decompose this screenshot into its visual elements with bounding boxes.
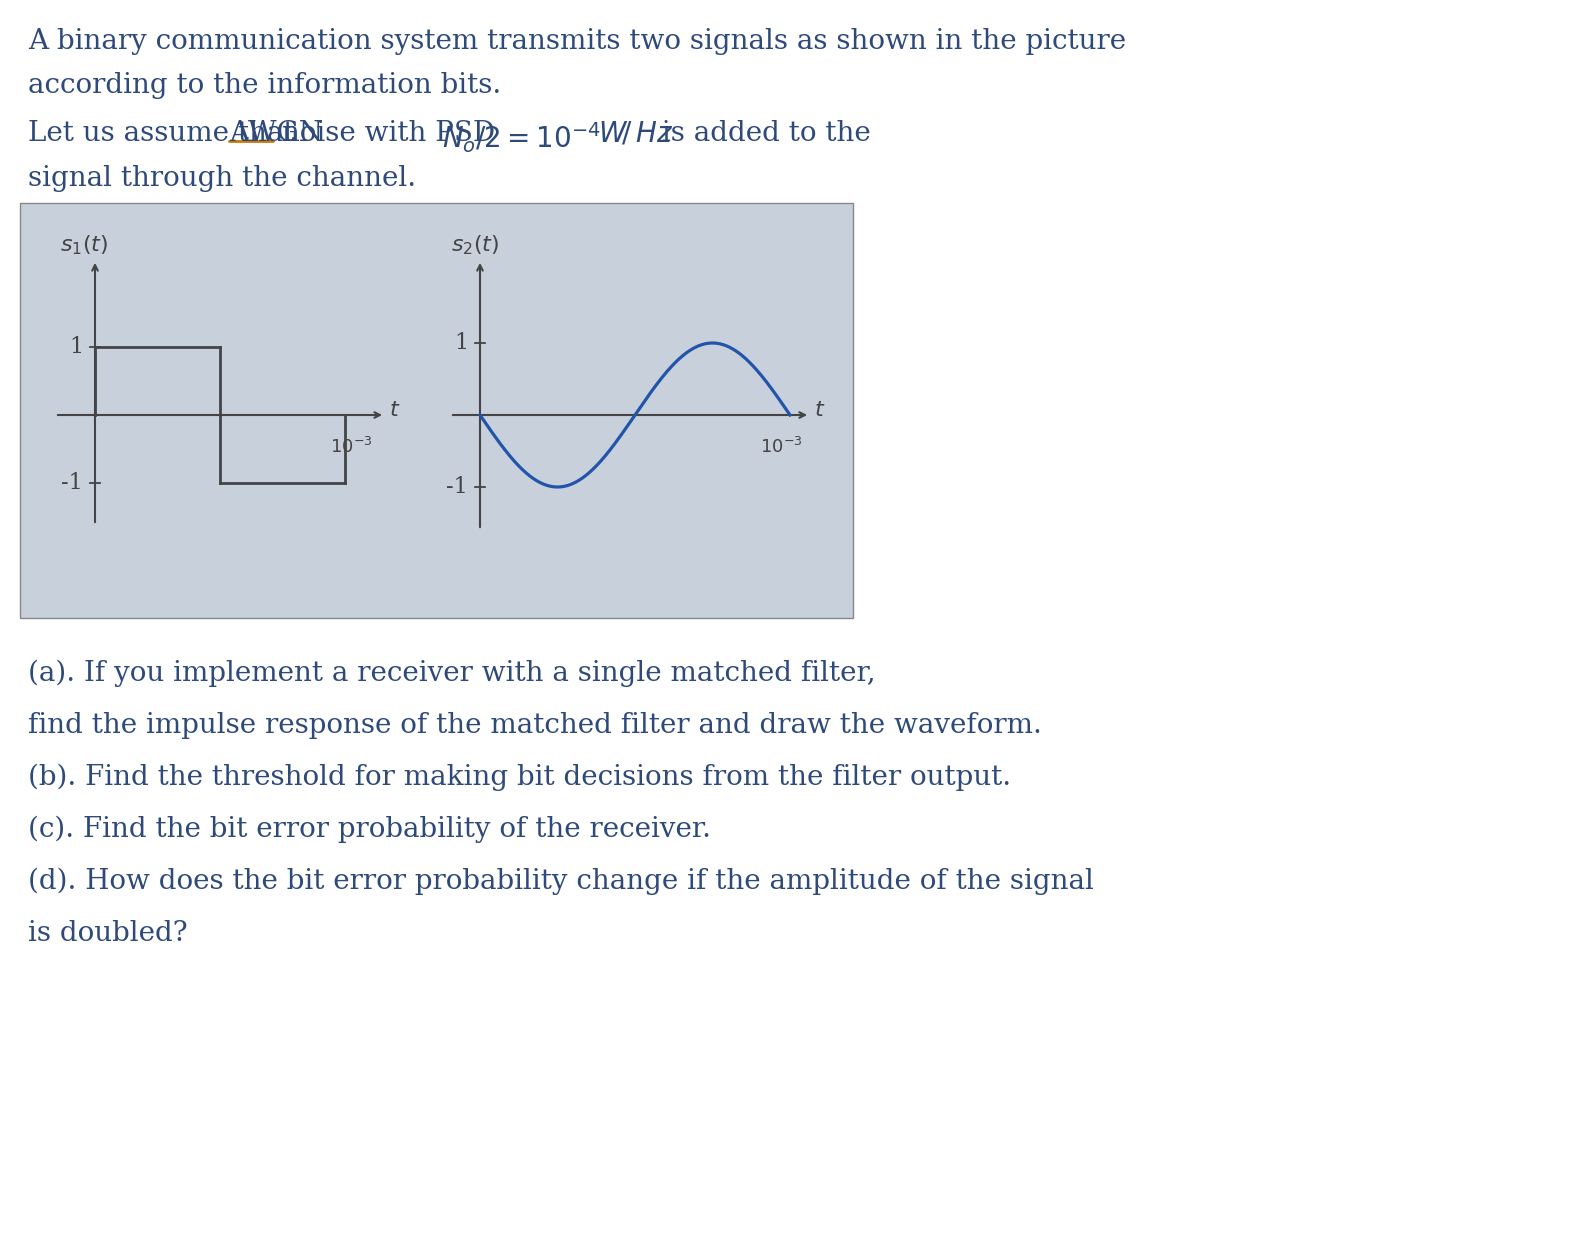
Text: $s_2(t)$: $s_2(t)$ — [451, 234, 499, 256]
Text: is added to the: is added to the — [653, 120, 871, 148]
Text: $10^{-3}$: $10^{-3}$ — [760, 437, 803, 457]
Text: according to the information bits.: according to the information bits. — [29, 73, 502, 99]
Text: $t$: $t$ — [814, 399, 825, 422]
Text: is doubled?: is doubled? — [29, 919, 188, 947]
Text: $t$: $t$ — [389, 399, 400, 422]
Text: 1: 1 — [454, 332, 468, 354]
Text: (a). If you implement a receiver with a single matched filter,: (a). If you implement a receiver with a … — [29, 661, 876, 687]
Text: AWGN: AWGN — [229, 120, 323, 148]
Text: (d). How does the bit error probability change if the amplitude of the signal: (d). How does the bit error probability … — [29, 868, 1094, 896]
Text: signal through the channel.: signal through the channel. — [29, 165, 416, 191]
Text: find the impulse response of the matched filter and draw the waveform.: find the impulse response of the matched… — [29, 712, 1042, 739]
Text: A binary communication system transmits two signals as shown in the picture: A binary communication system transmits … — [29, 28, 1126, 55]
Text: -1: -1 — [446, 475, 468, 498]
Text: 1: 1 — [68, 337, 83, 358]
Text: $10^{-3}$: $10^{-3}$ — [330, 437, 373, 457]
Text: Let us assume that: Let us assume that — [29, 120, 303, 148]
Text: (c). Find the bit error probability of the receiver.: (c). Find the bit error probability of t… — [29, 816, 710, 843]
Text: $W\!/\,Hz$: $W\!/\,Hz$ — [589, 120, 674, 148]
Text: -1: -1 — [61, 472, 83, 494]
Bar — [21, 203, 852, 618]
Text: $s_1(t)$: $s_1(t)$ — [61, 234, 108, 256]
Text: noise with PSD: noise with PSD — [272, 120, 503, 148]
Text: (b). Find the threshold for making bit decisions from the filter output.: (b). Find the threshold for making bit d… — [29, 764, 1012, 792]
Text: $N_o/2 = 10^{-4}$: $N_o/2 = 10^{-4}$ — [441, 120, 601, 155]
